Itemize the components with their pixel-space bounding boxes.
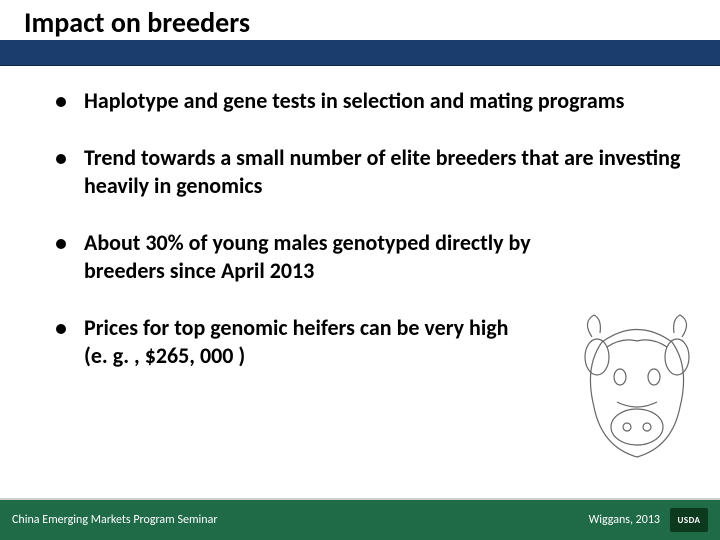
cow-illustration-icon	[572, 307, 702, 467]
bullet-item: Haplotype and gene tests in selection an…	[56, 87, 684, 115]
content-area: Haplotype and gene tests in selection an…	[0, 39, 720, 500]
title-area: Impact on breeders	[0, 0, 720, 39]
footer-right-text: Wiggans, 2013	[589, 513, 660, 527]
bullet-text: About 30% of young males genotyped direc…	[84, 229, 531, 284]
footer-bar: China Emerging Markets Program Seminar W…	[0, 500, 720, 540]
bullet-text: Prices for top genomic heifers can be ve…	[84, 314, 508, 369]
slide: Impact on breeders Haplotype and gene te…	[0, 0, 720, 540]
bullet-text: Haplotype and gene tests in selection an…	[84, 87, 624, 114]
bullet-item: About 30% of young males genotyped direc…	[56, 229, 536, 284]
usda-logo-icon: USDA	[670, 508, 708, 532]
footer-left-text: China Emerging Markets Program Seminar	[12, 513, 218, 527]
slide-title: Impact on breeders	[24, 8, 720, 39]
bullet-item: Trend towards a small number of elite br…	[56, 144, 684, 199]
bullet-text: Trend towards a small number of elite br…	[84, 144, 680, 199]
bullet-item: Prices for top genomic heifers can be ve…	[56, 314, 536, 369]
footer-right: Wiggans, 2013 USDA	[589, 508, 708, 532]
